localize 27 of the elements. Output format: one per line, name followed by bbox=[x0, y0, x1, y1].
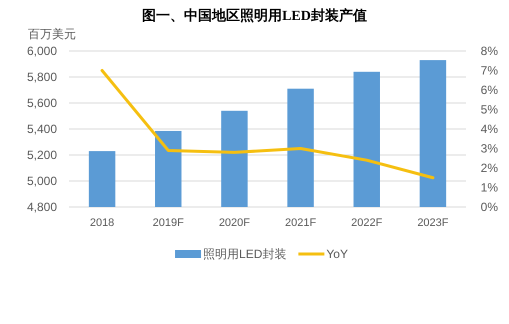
y-tick-label: 5,000 bbox=[26, 174, 58, 188]
y2-tick-label: 2% bbox=[480, 161, 498, 175]
y2-tick-label: 3% bbox=[480, 142, 498, 156]
legend-label: 照明用LED封装 bbox=[203, 247, 286, 261]
line-series bbox=[100, 69, 434, 180]
x-tick-label: 2022F bbox=[351, 217, 383, 229]
y2-tick-label: 8% bbox=[480, 44, 498, 58]
chart-title: 图一、中国地区照明用LED封装产值 bbox=[142, 7, 367, 24]
x-tick-label: 2021F bbox=[284, 217, 316, 229]
y2-tick-label: 5% bbox=[480, 102, 498, 116]
y-tick-label: 5,400 bbox=[26, 122, 58, 136]
y-axis-title: 百万美元 bbox=[28, 27, 76, 41]
y-tick-label: 6,000 bbox=[26, 44, 58, 58]
x-tick-label: 2019F bbox=[152, 217, 184, 229]
x-tick-label: 2018 bbox=[90, 217, 114, 229]
y2-tick-label: 6% bbox=[480, 83, 498, 97]
y2-tick-label: 7% bbox=[480, 64, 498, 78]
y-tick-label: 5,800 bbox=[26, 70, 58, 84]
x-tick-label: 2020F bbox=[218, 217, 250, 229]
y-tick-label: 5,200 bbox=[26, 148, 58, 162]
y-tick-label: 4,800 bbox=[26, 200, 58, 214]
y2-tick-label: 4% bbox=[480, 122, 498, 136]
legend-label: YoY bbox=[326, 247, 348, 261]
x-tick-label: 2023F bbox=[417, 217, 449, 229]
y2-tick-label: 1% bbox=[480, 180, 498, 194]
y2-tick-label: 0% bbox=[480, 200, 498, 214]
y-tick-label: 5,600 bbox=[26, 96, 58, 110]
